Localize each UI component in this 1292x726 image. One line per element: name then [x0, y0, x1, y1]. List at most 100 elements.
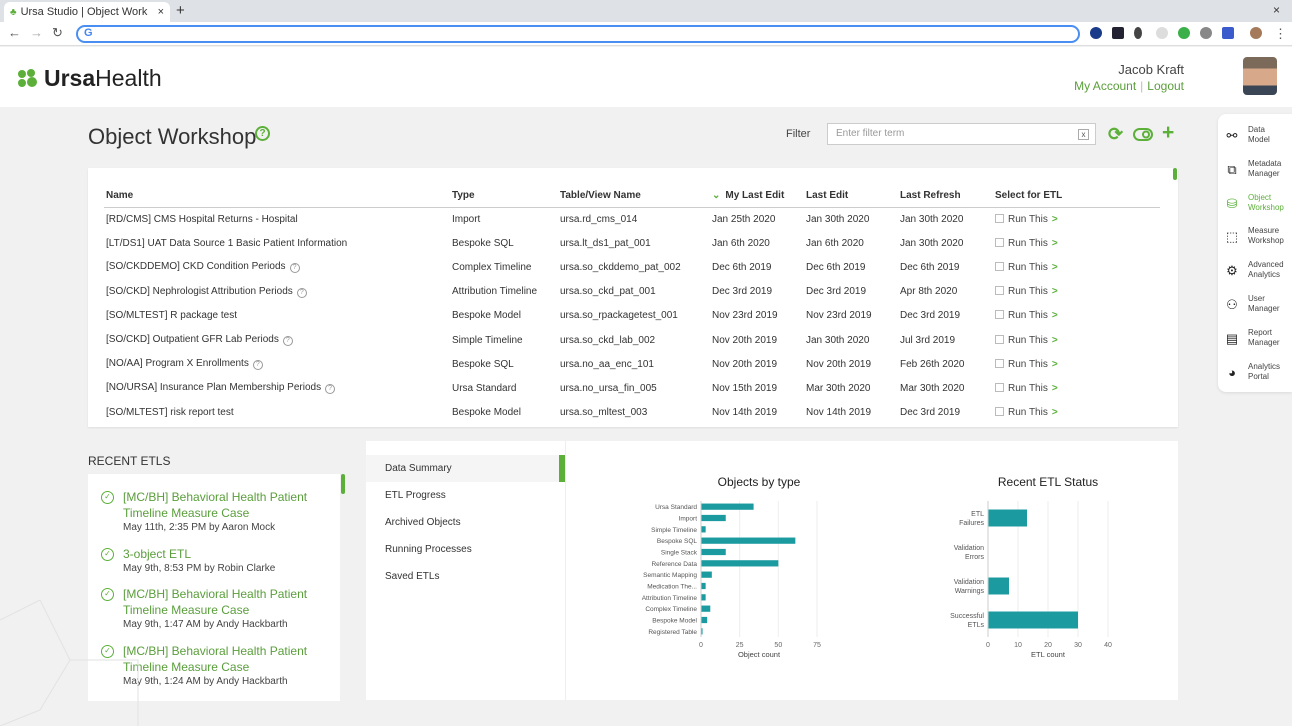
object-name[interactable]: [SO/CKD] Outpatient GFR Lab Periods [106, 334, 279, 346]
extension-icon[interactable] [1090, 27, 1102, 39]
col-header-type[interactable]: Type [450, 185, 558, 208]
extension-icon[interactable] [1222, 27, 1234, 39]
object-name[interactable]: [SO/MLTEST] risk report test [106, 407, 234, 419]
help-icon[interactable]: ? [255, 126, 270, 141]
recent-etl-item[interactable]: ✓ [MC/BH] Behavioral Health Patient Time… [101, 586, 331, 630]
run-label[interactable]: Run This [1008, 310, 1048, 322]
run-label[interactable]: Run This [1008, 237, 1048, 249]
cell-name[interactable]: [SO/CKD] Outpatient GFR Lab Periods? [104, 328, 450, 352]
recent-etl-item[interactable]: ✓ 3-object ETL May 9th, 8:53 PM by Robin… [101, 546, 331, 574]
chevron-right-icon[interactable]: > [1051, 261, 1058, 273]
chevron-right-icon[interactable]: > [1051, 382, 1058, 394]
extension-icon[interactable] [1178, 27, 1190, 39]
menu-running-processes[interactable]: Running Processes [385, 544, 472, 555]
col-header-my-last-edit[interactable]: ⌄ My Last Edit [710, 185, 804, 208]
run-checkbox[interactable] [995, 407, 1004, 417]
new-tab-icon[interactable]: + [176, 2, 185, 19]
chevron-right-icon[interactable]: > [1051, 310, 1058, 322]
table-row[interactable]: [SO/MLTEST] R package test Bespoke Model u… [104, 304, 1160, 328]
table-row[interactable]: [SO/MLTEST] risk report test Bespoke Mode… [104, 401, 1160, 425]
col-header-last-edit[interactable]: Last Edit [804, 185, 898, 208]
table-row[interactable]: [NO/AA] Program X Enrollments? Bespoke SQ… [104, 352, 1160, 376]
object-name[interactable]: [SO/CKDDEMO] CKD Condition Periods [106, 261, 286, 273]
table-row[interactable]: [RD/CMS] CMS Hospital Returns - Hospital… [104, 207, 1160, 231]
object-name[interactable]: [LT/DS1] UAT Data Source 1 Basic Patient… [106, 237, 348, 249]
table-row[interactable]: [SO/CKDDEMO] CKD Condition Periods? Compl… [104, 255, 1160, 279]
run-checkbox[interactable] [995, 261, 1004, 271]
sidebar-item-user-manager[interactable]: ⚇ User Manager [1218, 292, 1292, 326]
browser-tab[interactable]: ♣ Ursa Studio | Object Work × [4, 2, 170, 22]
chevron-right-icon[interactable]: > [1051, 213, 1058, 225]
cell-name[interactable]: [NO/URSA] Insurance Plan Membership Peri… [104, 376, 450, 400]
run-label[interactable]: Run This [1008, 213, 1048, 225]
address-bar[interactable]: G [76, 25, 1080, 43]
run-label[interactable]: Run This [1008, 407, 1048, 419]
help-icon[interactable]: ? [296, 287, 307, 298]
col-header-select-etl[interactable]: Select for ETL [993, 185, 1160, 208]
run-label[interactable]: Run This [1008, 334, 1048, 346]
chevron-right-icon[interactable]: > [1051, 334, 1058, 346]
cell-name[interactable]: [SO/MLTEST] risk report test [104, 401, 450, 425]
etl-name[interactable]: [MC/BH] Behavioral Health Patient Timeli… [123, 587, 308, 617]
table-row[interactable]: [SO/CKD] Nephrologist Attribution Period… [104, 280, 1160, 304]
forward-icon[interactable]: → [30, 25, 43, 40]
cell-name[interactable]: [RD/CMS] CMS Hospital Returns - Hospital [104, 207, 450, 231]
etl-name[interactable]: 3-object ETL [123, 547, 192, 561]
filter-input[interactable]: Enter filter term x [827, 123, 1096, 145]
col-header-last-refresh[interactable]: Last Refresh [898, 185, 993, 208]
recent-etl-item[interactable]: ✓ [MC/BH] Behavioral Health Patient Time… [101, 489, 331, 533]
object-name[interactable]: [RD/CMS] CMS Hospital Returns - Hospital [106, 213, 298, 225]
sidebar-item-metadata-manager[interactable]: ⧉ Metadata Manager [1218, 157, 1292, 191]
logout-link[interactable]: Logout [1147, 79, 1184, 93]
object-name[interactable]: [SO/MLTEST] R package test [106, 310, 237, 322]
run-label[interactable]: Run This [1008, 382, 1048, 394]
help-icon[interactable]: ? [325, 384, 336, 395]
sidebar-item-report-manager[interactable]: ▤ Report Manager [1218, 326, 1292, 360]
back-icon[interactable]: ← [8, 25, 21, 40]
avatar[interactable] [1243, 57, 1277, 95]
run-checkbox[interactable] [995, 382, 1004, 392]
recent-etl-item[interactable]: ✓ [MC/BH] Behavioral Health Patient Time… [101, 643, 331, 687]
run-checkbox[interactable] [995, 286, 1004, 296]
run-checkbox[interactable] [995, 237, 1004, 247]
cell-name[interactable]: [SO/CKD] Nephrologist Attribution Period… [104, 280, 450, 304]
col-header-name[interactable]: Name [104, 185, 450, 208]
cell-name[interactable]: [SO/CKDDEMO] CKD Condition Periods? [104, 255, 450, 279]
chevron-right-icon[interactable]: > [1051, 407, 1058, 419]
toggle-icon[interactable] [1133, 128, 1153, 141]
clear-filter-icon[interactable]: x [1078, 129, 1089, 140]
chevron-right-icon[interactable]: > [1051, 237, 1058, 249]
sidebar-item-advanced-analytics[interactable]: ⚙ Advanced Analytics [1218, 258, 1292, 292]
add-icon[interactable]: + [1162, 121, 1175, 144]
cell-name[interactable]: [LT/DS1] UAT Data Source 1 Basic Patient… [104, 231, 450, 255]
etl-name[interactable]: [MC/BH] Behavioral Health Patient Timeli… [123, 490, 308, 520]
recent-scrollbar[interactable] [341, 474, 345, 494]
refresh-icon[interactable]: ⟳ [1108, 124, 1124, 144]
reload-icon[interactable]: ↻ [52, 25, 63, 40]
menu-data-summary[interactable]: Data Summary [366, 455, 565, 482]
run-label[interactable]: Run This [1008, 286, 1048, 298]
chevron-right-icon[interactable]: > [1051, 358, 1058, 370]
my-account-link[interactable]: My Account [1074, 79, 1137, 93]
menu-saved-etls[interactable]: Saved ETLs [385, 571, 440, 582]
etl-name[interactable]: [MC/BH] Behavioral Health Patient Timeli… [123, 644, 308, 674]
cell-name[interactable]: [SO/MLTEST] R package test [104, 304, 450, 328]
run-label[interactable]: Run This [1008, 261, 1048, 273]
cell-name[interactable]: [NO/AA] Program X Enrollments? [104, 352, 450, 376]
table-row[interactable]: [NO/URSA] Insurance Plan Membership Peri… [104, 376, 1160, 400]
tab-close-icon[interactable]: × [157, 6, 164, 18]
ursa-logo[interactable]: Ursa Health [17, 65, 162, 92]
run-checkbox[interactable] [995, 310, 1004, 320]
help-icon[interactable]: ? [289, 263, 300, 274]
run-label[interactable]: Run This [1008, 358, 1048, 370]
sidebar-item-data-model[interactable]: ⚯ Data Model [1218, 123, 1292, 157]
run-checkbox[interactable] [995, 358, 1004, 368]
sidebar-item-measure-workshop[interactable]: ⬚ Measure Workshop [1218, 224, 1292, 258]
profile-icon[interactable] [1250, 27, 1262, 39]
object-name[interactable]: [NO/AA] Program X Enrollments [106, 358, 249, 370]
help-icon[interactable]: ? [252, 360, 263, 371]
table-row[interactable]: [SO/CKD] Outpatient GFR Lab Periods? Simp… [104, 328, 1160, 352]
extension-icon[interactable] [1200, 27, 1212, 39]
table-scrollbar[interactable] [1173, 168, 1177, 180]
object-name[interactable]: [SO/CKD] Nephrologist Attribution Period… [106, 285, 293, 297]
